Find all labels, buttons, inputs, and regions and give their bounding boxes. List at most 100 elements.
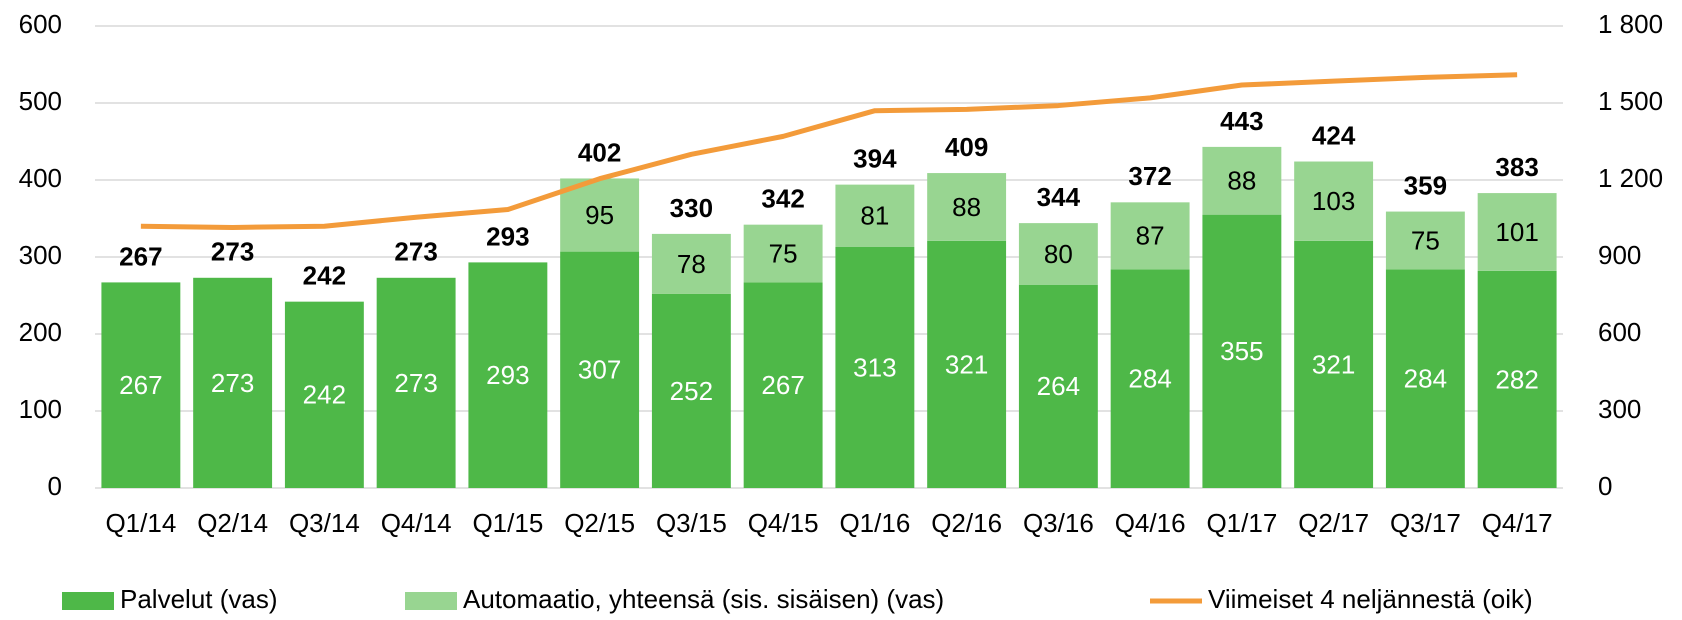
y-tick-label: 0 <box>48 471 62 501</box>
value-label: 273 <box>394 368 437 398</box>
y2-tick-label: 0 <box>1598 471 1612 501</box>
x-tick-label: Q4/14 <box>381 508 452 538</box>
value-label: 252 <box>670 376 713 406</box>
legend-label: Palvelut (vas) <box>120 584 278 614</box>
total-label: 344 <box>1037 182 1081 212</box>
x-tick-label: Q4/17 <box>1482 508 1553 538</box>
x-tick-label: Q2/15 <box>564 508 635 538</box>
y-tick-label: 100 <box>19 394 62 424</box>
x-tick-label: Q1/15 <box>472 508 543 538</box>
value-label: 78 <box>677 249 706 279</box>
y-tick-label: 500 <box>19 86 62 116</box>
legend-swatch <box>405 592 457 610</box>
value-label: 293 <box>486 360 529 390</box>
bar-segment <box>743 224 823 283</box>
value-label: 75 <box>1411 225 1440 255</box>
total-label: 383 <box>1495 152 1538 182</box>
x-tick-label: Q3/16 <box>1023 508 1094 538</box>
bar-segment <box>101 282 181 488</box>
total-label: 342 <box>761 184 804 214</box>
bar-segment <box>1294 240 1374 488</box>
total-label: 293 <box>486 221 529 251</box>
bar-segment <box>1018 284 1098 488</box>
bar-segment <box>1018 223 1098 285</box>
value-label: 267 <box>761 370 804 400</box>
bar-segment <box>651 233 731 294</box>
bar-segment <box>1477 193 1557 271</box>
total-label: 267 <box>119 241 162 271</box>
value-label: 101 <box>1495 217 1538 247</box>
y2-tick-label: 1 500 <box>1598 86 1663 116</box>
value-label: 284 <box>1404 364 1447 394</box>
value-label: 80 <box>1044 239 1073 269</box>
bar-segment <box>743 282 823 488</box>
y2-tick-label: 300 <box>1598 394 1641 424</box>
value-label: 88 <box>1227 166 1256 196</box>
line-series <box>140 72 1518 230</box>
value-label: 282 <box>1495 364 1538 394</box>
total-label: 273 <box>211 237 254 267</box>
value-label: 75 <box>769 238 798 268</box>
x-tick-label: Q3/15 <box>656 508 727 538</box>
bar-segment <box>835 184 915 247</box>
total-label: 330 <box>670 193 713 223</box>
x-tick-label: Q1/17 <box>1206 508 1277 538</box>
x-tick-label: Q4/15 <box>748 508 819 538</box>
bar-segment <box>835 246 915 488</box>
value-label: 264 <box>1037 371 1080 401</box>
y2-tick-label: 1 800 <box>1598 9 1663 39</box>
x-tick-label: Q2/16 <box>931 508 1002 538</box>
total-label: 409 <box>945 132 988 162</box>
value-label: 88 <box>952 192 981 222</box>
y-tick-label: 600 <box>19 9 62 39</box>
total-label: 424 <box>1312 120 1356 150</box>
y2-tick-label: 900 <box>1598 240 1641 270</box>
bar-segment <box>1294 161 1374 241</box>
total-label: 242 <box>303 261 346 291</box>
bar-segment <box>193 277 273 488</box>
bar-segment <box>927 173 1007 241</box>
value-label: 355 <box>1220 336 1263 366</box>
bar-segment <box>1202 146 1282 215</box>
value-label: 321 <box>945 349 988 379</box>
x-tick-label: Q3/14 <box>289 508 360 538</box>
y-tick-label: 300 <box>19 240 62 270</box>
value-label: 307 <box>578 355 621 385</box>
x-tick-label: Q1/16 <box>839 508 910 538</box>
total-label: 443 <box>1220 106 1263 136</box>
x-tick-label: Q2/14 <box>197 508 268 538</box>
y2-tick-label: 1 200 <box>1598 163 1663 193</box>
legend-swatch <box>62 592 114 610</box>
bar-segment <box>468 262 548 488</box>
total-label: 394 <box>853 143 897 173</box>
value-label: 321 <box>1312 349 1355 379</box>
legend-label: Viimeiset 4 neljännestä (oik) <box>1208 584 1533 614</box>
value-label: 313 <box>853 352 896 382</box>
bar-segment <box>560 178 640 252</box>
value-label: 273 <box>211 368 254 398</box>
total-label: 372 <box>1128 161 1171 191</box>
x-tick-label: Q2/17 <box>1298 508 1369 538</box>
total-label: 273 <box>394 237 437 267</box>
x-tick-label: Q4/16 <box>1115 508 1186 538</box>
y-tick-label: 200 <box>19 317 62 347</box>
bar-segment <box>1110 202 1190 270</box>
bar-segment <box>1202 214 1282 488</box>
bar-segment <box>560 251 640 488</box>
bar-segment <box>1385 269 1465 488</box>
value-label: 103 <box>1312 186 1355 216</box>
y-tick-label: 400 <box>19 163 62 193</box>
x-tick-label: Q1/14 <box>105 508 176 538</box>
y2-tick-label: 600 <box>1598 317 1641 347</box>
bar-segment <box>1477 270 1557 488</box>
bar-segment <box>651 293 731 488</box>
bar-segment <box>376 277 456 488</box>
value-label: 81 <box>860 201 889 231</box>
total-label: 359 <box>1404 170 1447 200</box>
value-label: 87 <box>1136 221 1165 251</box>
value-label: 267 <box>119 370 162 400</box>
bar-segment <box>1385 211 1465 270</box>
value-label: 242 <box>303 380 346 410</box>
bar-segment <box>284 301 364 488</box>
